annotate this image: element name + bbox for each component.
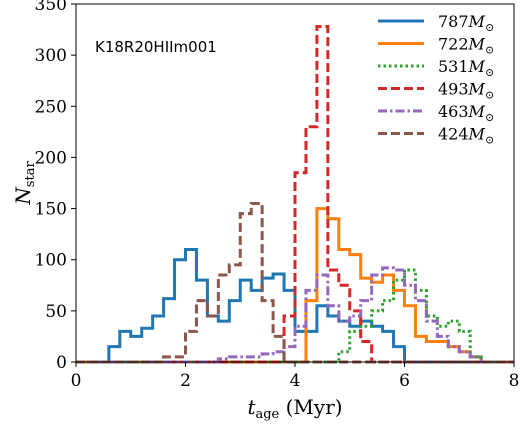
y-tick-label-200: 200	[35, 148, 67, 168]
legend-label-493: 493M⊙	[438, 80, 494, 102]
x-axis-label-symbol: t	[247, 395, 256, 419]
x-tick-label-0: 0	[71, 371, 82, 391]
legend-label-sun-symbol: ⊙	[485, 44, 494, 57]
series-line-722	[76, 207, 514, 364]
legend-label-unit: M	[468, 125, 486, 144]
legend-label-number: 463	[438, 102, 469, 121]
x-tick-label-4: 4	[290, 371, 301, 391]
x-axis-label: tage (Myr)	[247, 395, 342, 422]
legend-label-number: 722	[438, 35, 469, 54]
legend-label-463: 463M⊙	[438, 102, 494, 124]
y-tick-label-350: 350	[35, 0, 67, 15]
y-tick-label-250: 250	[35, 97, 67, 117]
legend-label-sun-symbol: ⊙	[485, 66, 494, 79]
legend-label-sun-symbol: ⊙	[485, 134, 494, 147]
legend-label-number: 493	[438, 80, 469, 99]
series-line-493	[76, 25, 514, 364]
legend-label-722: 722M⊙	[438, 35, 494, 57]
y-axis-label-subscript: star	[23, 161, 38, 188]
legend-label-unit: M	[468, 57, 486, 76]
legend-label-unit: M	[468, 80, 486, 99]
legend-label-number: 424	[438, 125, 469, 144]
x-tick-label-6: 6	[399, 371, 410, 391]
chart-annotation: K18R20HIIm001	[95, 38, 217, 56]
series-layer	[76, 25, 514, 364]
legend-label-531: 531M⊙	[438, 57, 494, 79]
x-tick-label-2: 2	[180, 371, 191, 391]
legend-label-787: 787M⊙	[438, 12, 494, 34]
y-tick-label-300: 300	[35, 46, 67, 66]
axis-ticks: 0 2 4 6 8 0 50 100 150 200 250 300 350	[35, 0, 520, 391]
y-axis-label-symbol: N	[11, 186, 35, 206]
legend-label-424: 424M⊙	[438, 125, 494, 147]
y-tick-label-50: 50	[45, 302, 67, 322]
series-line-531	[76, 268, 514, 364]
legend-label-sun-symbol: ⊙	[485, 21, 494, 34]
legend: 787M⊙722M⊙531M⊙493M⊙463M⊙424M⊙	[378, 12, 494, 147]
y-tick-label-150: 150	[35, 200, 67, 220]
legend-label-sun-symbol: ⊙	[485, 111, 494, 124]
x-axis-label-unit: (Myr)	[279, 395, 342, 419]
legend-label-unit: M	[468, 12, 486, 31]
legend-label-unit: M	[468, 102, 486, 121]
legend-label-number: 787	[438, 12, 469, 31]
series-line-463	[76, 266, 514, 364]
legend-label-unit: M	[468, 35, 486, 54]
x-tick-label-8: 8	[509, 371, 520, 391]
y-tick-label-0: 0	[56, 353, 67, 373]
series-line-424	[76, 201, 514, 364]
y-axis-label: Nstar	[11, 161, 38, 206]
legend-label-number: 531	[438, 57, 469, 76]
y-tick-label-100: 100	[35, 251, 67, 271]
x-axis-label-subscript: age	[255, 407, 279, 422]
legend-label-sun-symbol: ⊙	[485, 89, 494, 102]
